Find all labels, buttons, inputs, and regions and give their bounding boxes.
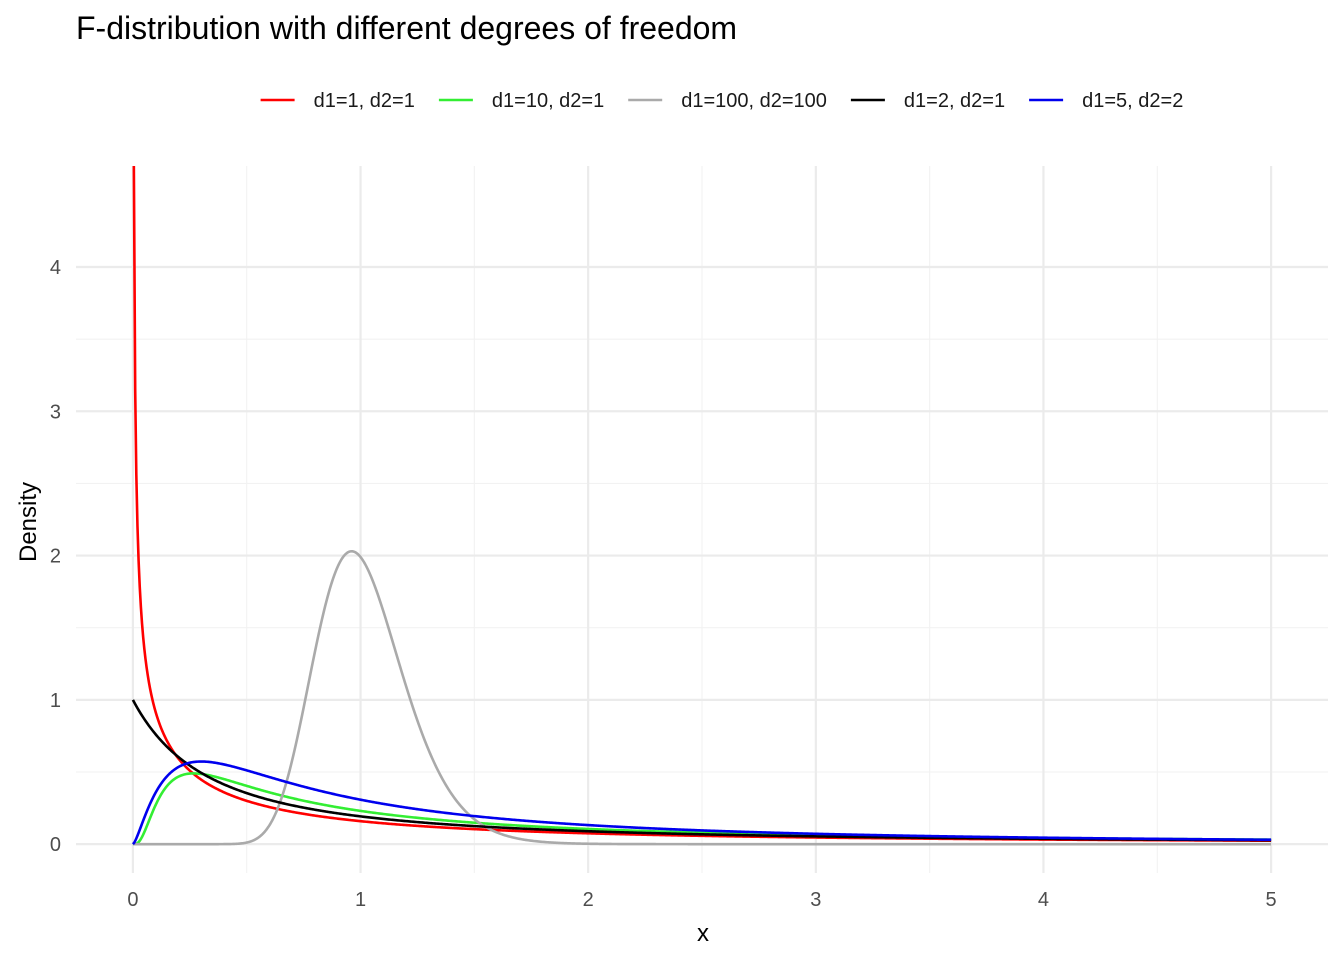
y-axis-ticks: 0 1 2 3 4 xyxy=(50,257,61,856)
legend-label: d1=100, d2=100 xyxy=(681,90,827,112)
series-lines xyxy=(131,166,1272,846)
legend-item: d1=100, d2=100 xyxy=(628,90,827,112)
y-tick-label: 1 xyxy=(50,690,61,712)
legend-item: d1=2, d2=1 xyxy=(850,90,1005,112)
y-tick-label: 2 xyxy=(50,546,61,568)
legend-label: d1=5, d2=2 xyxy=(1082,90,1183,112)
legend-item: d1=1, d2=1 xyxy=(260,90,415,112)
plot-area xyxy=(76,166,1328,873)
major-gridlines xyxy=(76,166,1328,873)
x-axis-title: x xyxy=(697,920,709,947)
x-tick-label: 1 xyxy=(355,889,366,911)
legend-item: d1=5, d2=2 xyxy=(1029,90,1183,112)
legend-label: d1=10, d2=1 xyxy=(492,90,604,112)
series-line-3 xyxy=(132,549,1272,846)
x-tick-label: 0 xyxy=(127,889,138,911)
series-line-5 xyxy=(131,760,1272,846)
legend-label: d1=2, d2=1 xyxy=(904,90,1005,112)
y-axis-title: Density xyxy=(15,482,42,562)
minor-gridlines xyxy=(76,166,1328,873)
legend-label: d1=1, d2=1 xyxy=(314,90,415,112)
x-tick-label: 4 xyxy=(1038,889,1049,911)
legend: d1=1, d2=1 d1=10, d2=1 d1=100, d2=100 d1=2,… xyxy=(260,90,1183,112)
chart-title: F-distribution with different degrees of… xyxy=(76,10,737,46)
legend-item: d1=10, d2=1 xyxy=(438,90,604,112)
x-axis-ticks: 0 1 2 3 4 5 xyxy=(127,889,1276,911)
y-tick-label: 0 xyxy=(50,834,61,856)
y-tick-label: 3 xyxy=(50,401,61,423)
x-tick-label: 3 xyxy=(810,889,821,911)
x-tick-label: 5 xyxy=(1266,889,1277,911)
x-tick-label: 2 xyxy=(583,889,594,911)
y-tick-label: 4 xyxy=(50,257,61,279)
